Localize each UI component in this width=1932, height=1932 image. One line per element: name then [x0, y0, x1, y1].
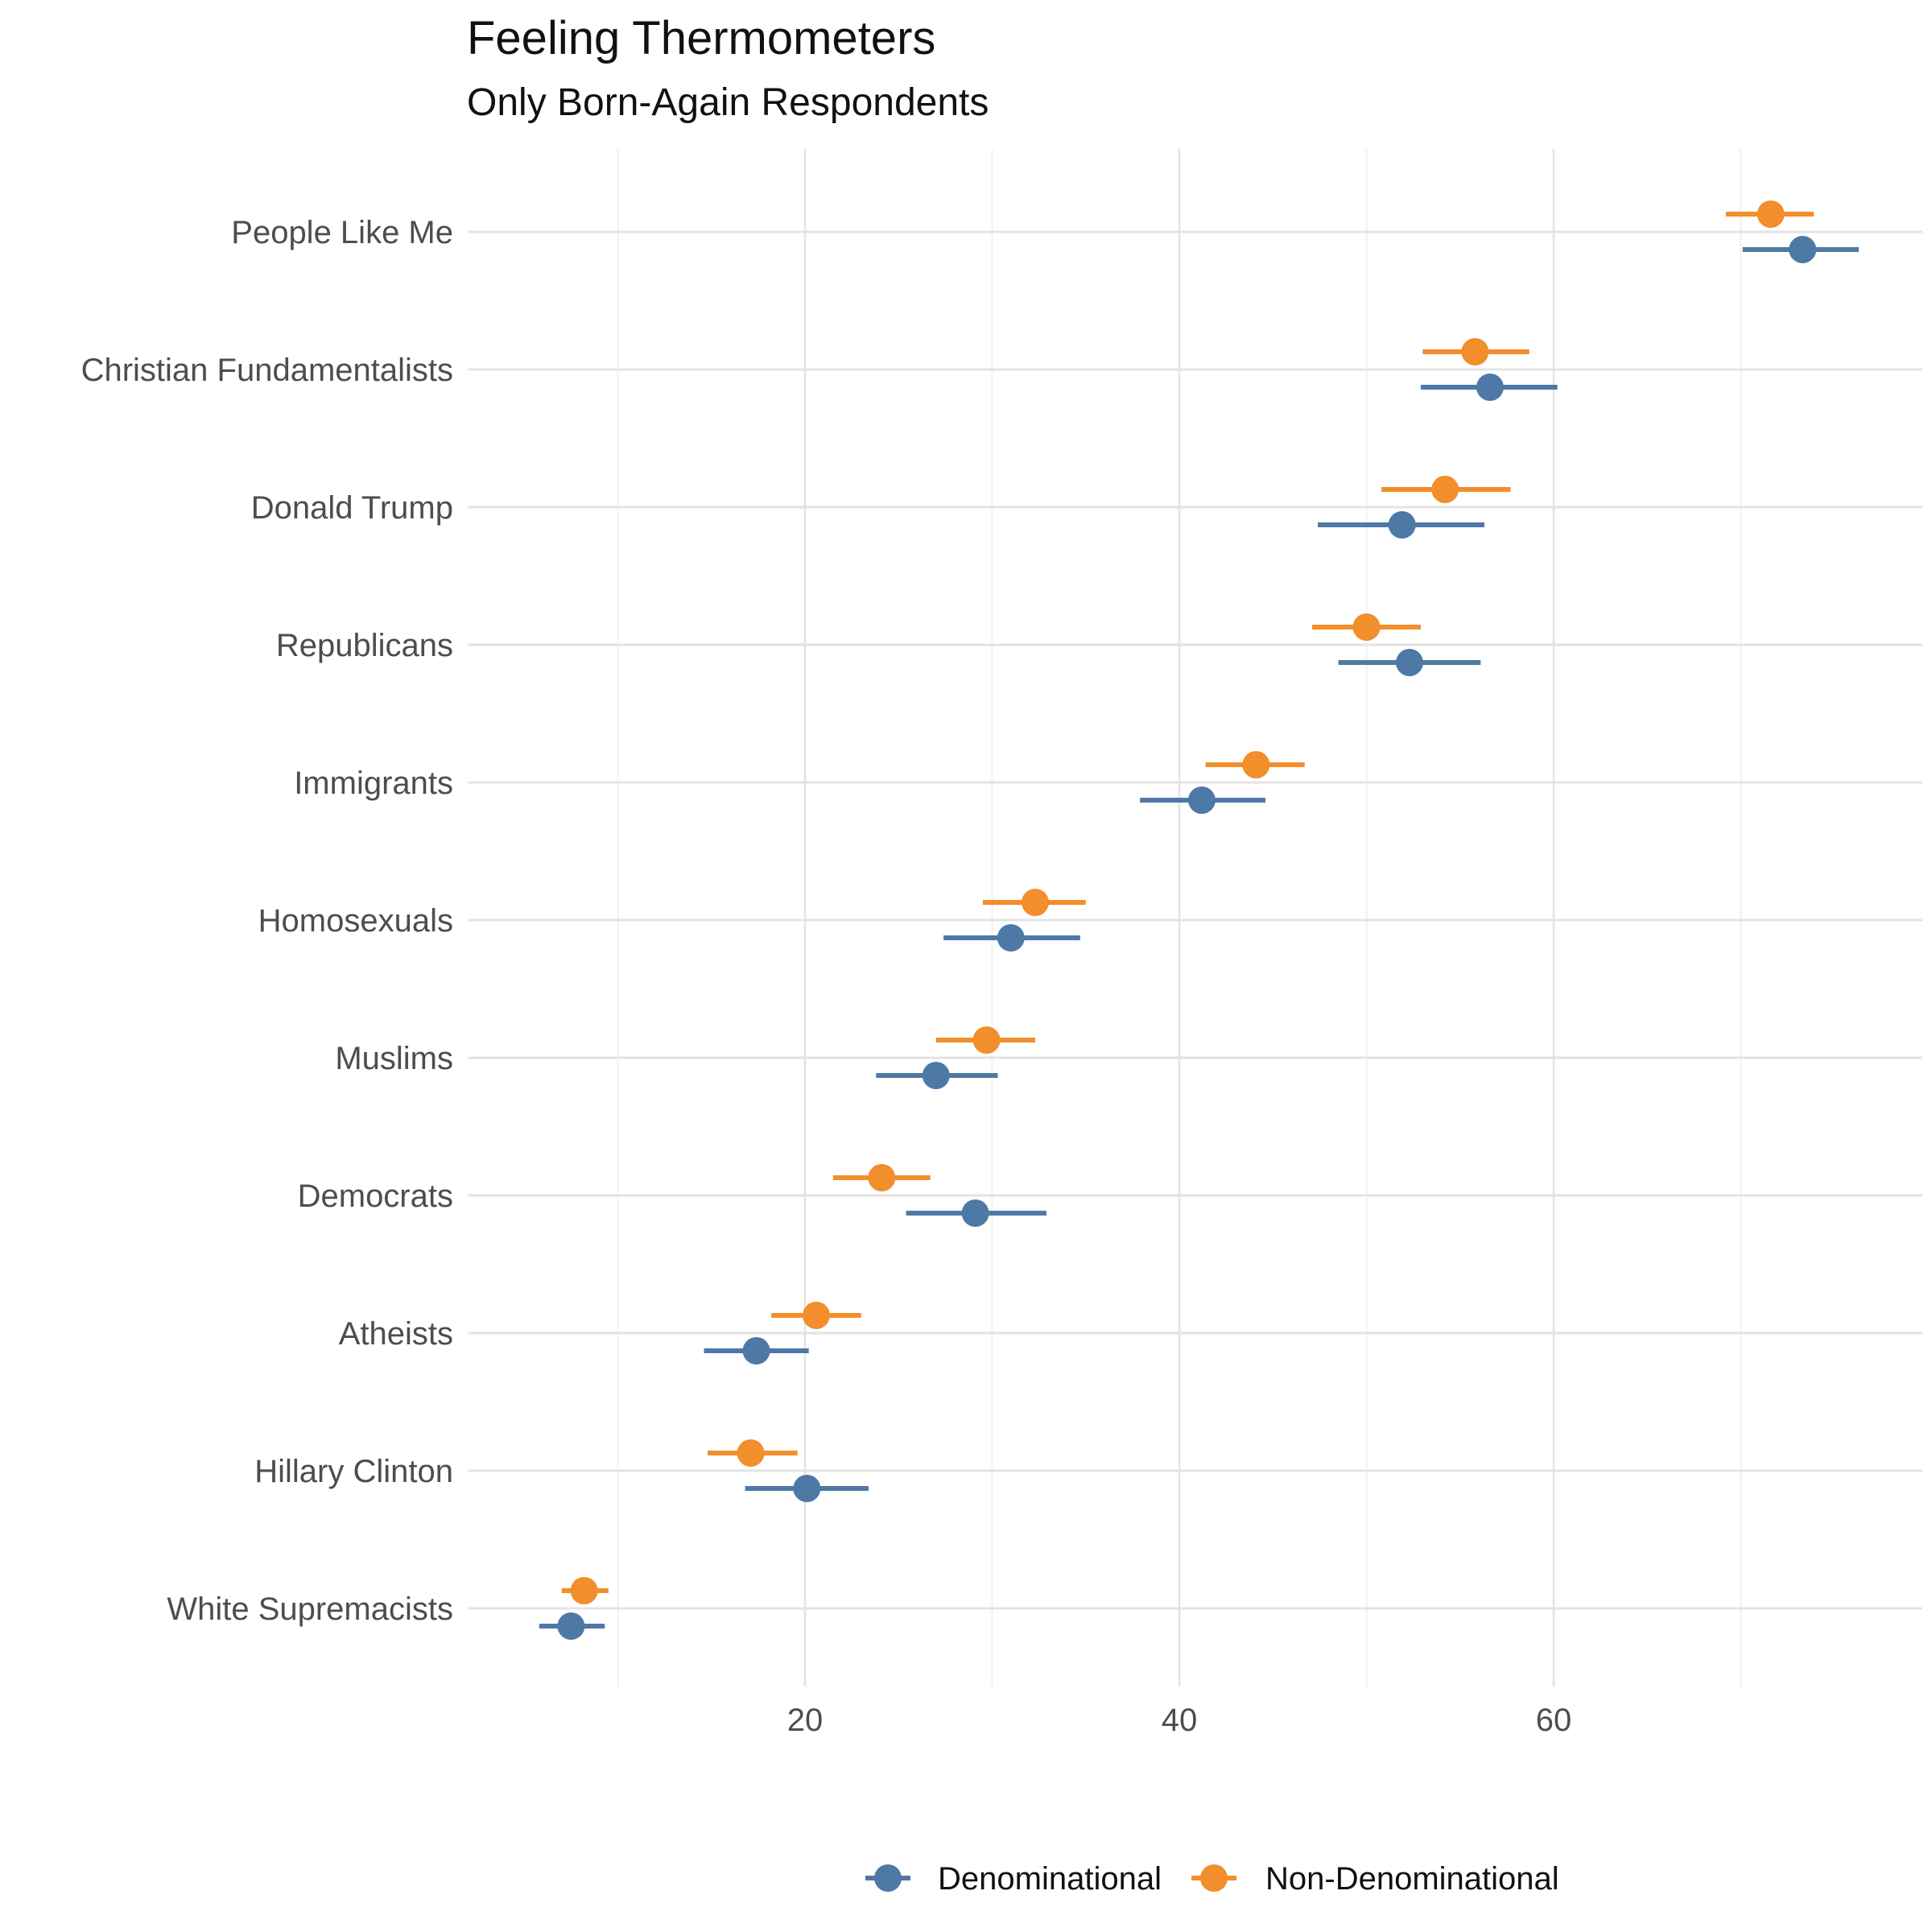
data-point [961, 1199, 989, 1227]
data-point [1431, 476, 1459, 503]
data-point [922, 1062, 950, 1089]
y-tick-label: Democrats [298, 1179, 453, 1214]
x-tick-label: 40 [1162, 1703, 1198, 1738]
data-point [742, 1337, 770, 1364]
data-point [570, 1577, 598, 1604]
data-point [997, 924, 1025, 952]
data-point [1187, 786, 1216, 814]
chart-title: Feeling Thermometers [467, 12, 936, 64]
legend-label: Non-Denominational [1265, 1861, 1559, 1897]
y-tick-label: Muslims [335, 1041, 453, 1076]
y-tick-label: Hillary Clinton [254, 1454, 453, 1489]
y-tick-label: Republicans [276, 628, 453, 663]
data-point [972, 1026, 1001, 1054]
data-point [1242, 751, 1270, 778]
y-tick-label: People Like Me [231, 215, 453, 250]
data-point [1352, 613, 1381, 641]
y-tick-label: Homosexuals [258, 903, 453, 939]
legend-label: Denominational [938, 1861, 1162, 1897]
data-point [1789, 236, 1817, 263]
y-tick-label: Atheists [339, 1316, 453, 1352]
y-tick-label: White Supremacists [167, 1591, 453, 1627]
data-point [1476, 374, 1504, 401]
y-tick-label: Donald Trump [251, 490, 453, 526]
chart-subtitle: Only Born-Again Respondents [467, 81, 989, 124]
data-point [557, 1612, 585, 1640]
data-point [1021, 889, 1049, 916]
x-tick-label: 60 [1536, 1703, 1572, 1738]
data-point [737, 1439, 765, 1467]
legend-key-dot [874, 1864, 902, 1892]
data-point [868, 1164, 896, 1191]
legend-key-dot [1200, 1864, 1228, 1892]
data-point [793, 1475, 821, 1502]
y-tick-label: Christian Fundamentalists [81, 353, 453, 388]
data-point [1757, 200, 1785, 228]
data-point [1388, 511, 1416, 539]
data-point [802, 1302, 830, 1329]
y-tick-label: Immigrants [294, 766, 453, 801]
data-point [1461, 338, 1489, 365]
data-point [1395, 649, 1423, 676]
x-tick-label: 20 [787, 1703, 824, 1738]
